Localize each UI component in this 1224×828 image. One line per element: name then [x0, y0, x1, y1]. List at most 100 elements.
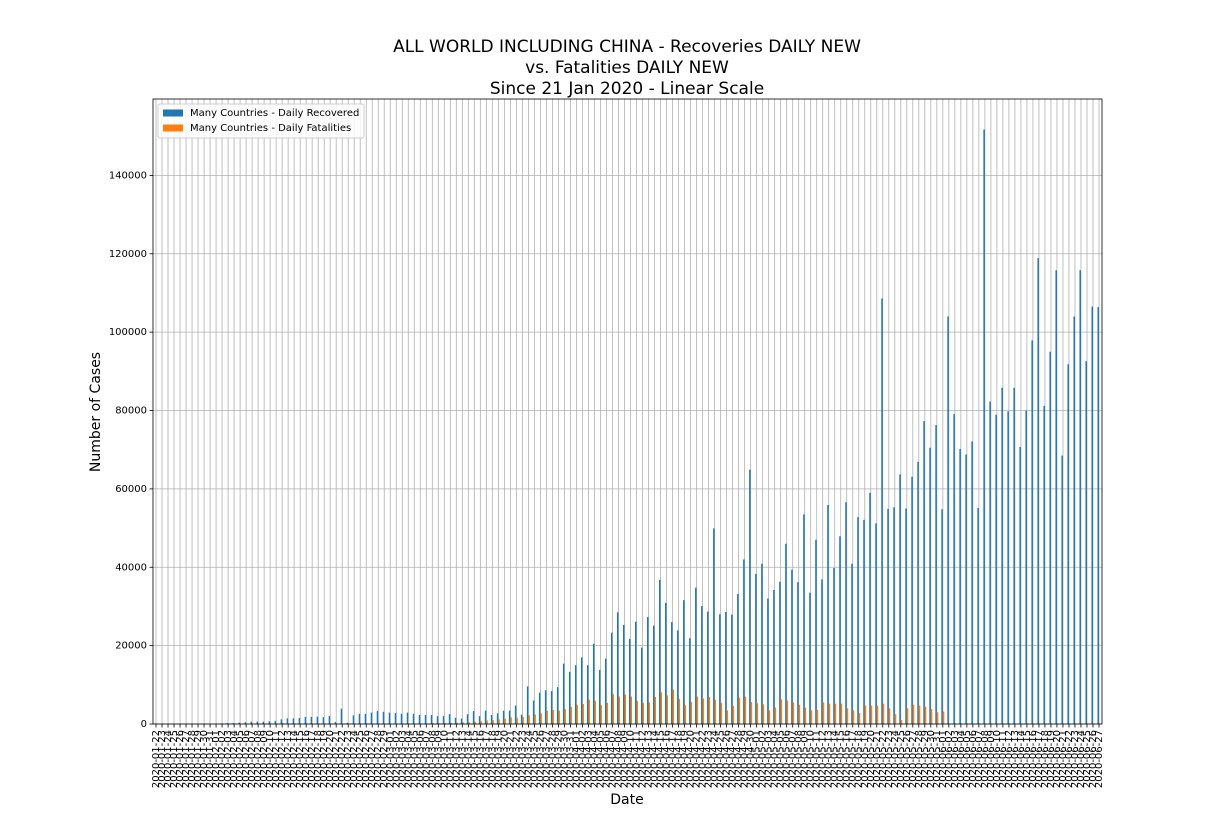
x-tick-label: 2020-02-29: [379, 730, 390, 788]
x-tick-label: 2020-06-27: [1094, 730, 1105, 788]
x-tick-label: 2020-04-17: [668, 730, 679, 788]
bar: [803, 514, 805, 724]
legend-label: Many Countries - Daily Fatalities: [190, 123, 351, 134]
x-tick-label: 2020-03-05: [409, 730, 420, 788]
bar: [929, 447, 931, 724]
x-tick-label: 2020-06-21: [1058, 730, 1069, 788]
x-tick-label: 2020-05-04: [770, 730, 781, 788]
bar: [731, 614, 733, 724]
x-tick-label: 2020-03-01: [385, 730, 396, 788]
bar: [636, 700, 639, 724]
bar: [671, 622, 673, 724]
bar: [677, 630, 679, 724]
x-tick-label: 2020-02-06: [241, 730, 252, 788]
x-tick-label: 2020-05-05: [776, 730, 787, 788]
bar: [911, 476, 913, 724]
bar: [833, 568, 835, 724]
bar: [364, 713, 367, 724]
bar: [815, 539, 817, 724]
x-tick-label: 2020-02-07: [247, 730, 258, 788]
x-tick-label: 2020-04-18: [674, 730, 685, 788]
bar: [876, 705, 879, 724]
bar: [924, 706, 927, 724]
bar: [282, 723, 284, 724]
bar: [893, 507, 895, 724]
bar: [881, 298, 883, 724]
bar: [630, 696, 633, 724]
legend-label: Many Countries - Daily Recovered: [190, 108, 359, 119]
x-tick-label: 2020-06-25: [1082, 730, 1093, 788]
x-tick-label: 2020-05-25: [896, 730, 907, 788]
bar: [526, 686, 529, 724]
bar: [444, 722, 446, 724]
x-tick-label: 2020-06-13: [1010, 730, 1021, 788]
bar: [498, 719, 500, 724]
x-tick-label: 2020-02-19: [319, 730, 330, 788]
bar: [666, 695, 669, 724]
bar: [538, 692, 541, 724]
bar: [804, 707, 807, 724]
x-tick-label: 2020-05-01: [752, 730, 763, 788]
x-tick-label: 2020-03-08: [427, 730, 438, 788]
x-tick-label: 2020-03-03: [397, 730, 408, 788]
bar: [1067, 364, 1069, 724]
bar: [851, 563, 853, 724]
x-tick-label: 2020-04-25: [716, 730, 727, 788]
x-tick-label: 2020-02-25: [355, 730, 366, 788]
bar: [442, 716, 445, 724]
x-tick-label: 2020-05-06: [782, 730, 793, 788]
bar: [846, 708, 849, 724]
x-tick-label: 2020-02-17: [307, 730, 318, 788]
x-tick-label: 2020-05-14: [830, 730, 841, 788]
bar: [864, 705, 867, 724]
x-tick-label: 2020-03-27: [541, 730, 552, 788]
bar: [852, 710, 855, 724]
x-tick-label: 2020-02-24: [349, 730, 360, 788]
bar: [653, 625, 655, 724]
x-tick-label: 2020-03-28: [547, 730, 558, 788]
bar: [358, 713, 361, 724]
bar: [707, 611, 709, 724]
x-tick-label: 2020-01-27: [181, 730, 192, 788]
bar: [432, 723, 434, 724]
bar: [750, 702, 753, 724]
bar: [564, 709, 566, 724]
x-tick-label: 2020-03-23: [517, 730, 528, 788]
bar: [352, 715, 355, 724]
bar: [690, 702, 693, 724]
bar: [316, 716, 319, 724]
bar: [1079, 270, 1081, 724]
bar: [641, 647, 643, 724]
bar: [870, 705, 873, 724]
x-tick-label: 2020-04-11: [632, 730, 643, 788]
bar: [900, 720, 903, 724]
bar: [490, 714, 493, 724]
bar: [576, 704, 578, 724]
bar: [582, 704, 584, 724]
bar: [520, 714, 523, 724]
x-tick-label: 2020-04-06: [601, 730, 612, 788]
x-tick-label: 2020-03-02: [391, 730, 402, 788]
bar: [894, 714, 897, 724]
x-tick-label: 2020-04-23: [704, 730, 715, 788]
x-tick-label: 2020-02-08: [253, 730, 264, 788]
x-tick-label: 2020-03-11: [445, 730, 456, 788]
legend-box: [157, 103, 365, 139]
bar: [334, 722, 337, 724]
bar: [256, 721, 259, 724]
bar: [827, 504, 829, 724]
x-tick-label: 2020-02-20: [325, 730, 336, 788]
bar: [430, 714, 433, 724]
bar: [600, 705, 602, 724]
bar: [462, 722, 464, 724]
x-tick-label: 2020-05-29: [920, 730, 931, 788]
bar: [779, 581, 781, 724]
bar: [412, 713, 415, 724]
x-tick-label: 2020-04-29: [740, 730, 751, 788]
x-tick-label: 2020-03-14: [463, 730, 474, 788]
x-tick-label: 2020-05-15: [836, 730, 847, 788]
x-tick-label: 2020-06-08: [980, 730, 991, 788]
bar: [983, 129, 985, 724]
bar: [726, 710, 729, 724]
bar: [660, 692, 663, 724]
